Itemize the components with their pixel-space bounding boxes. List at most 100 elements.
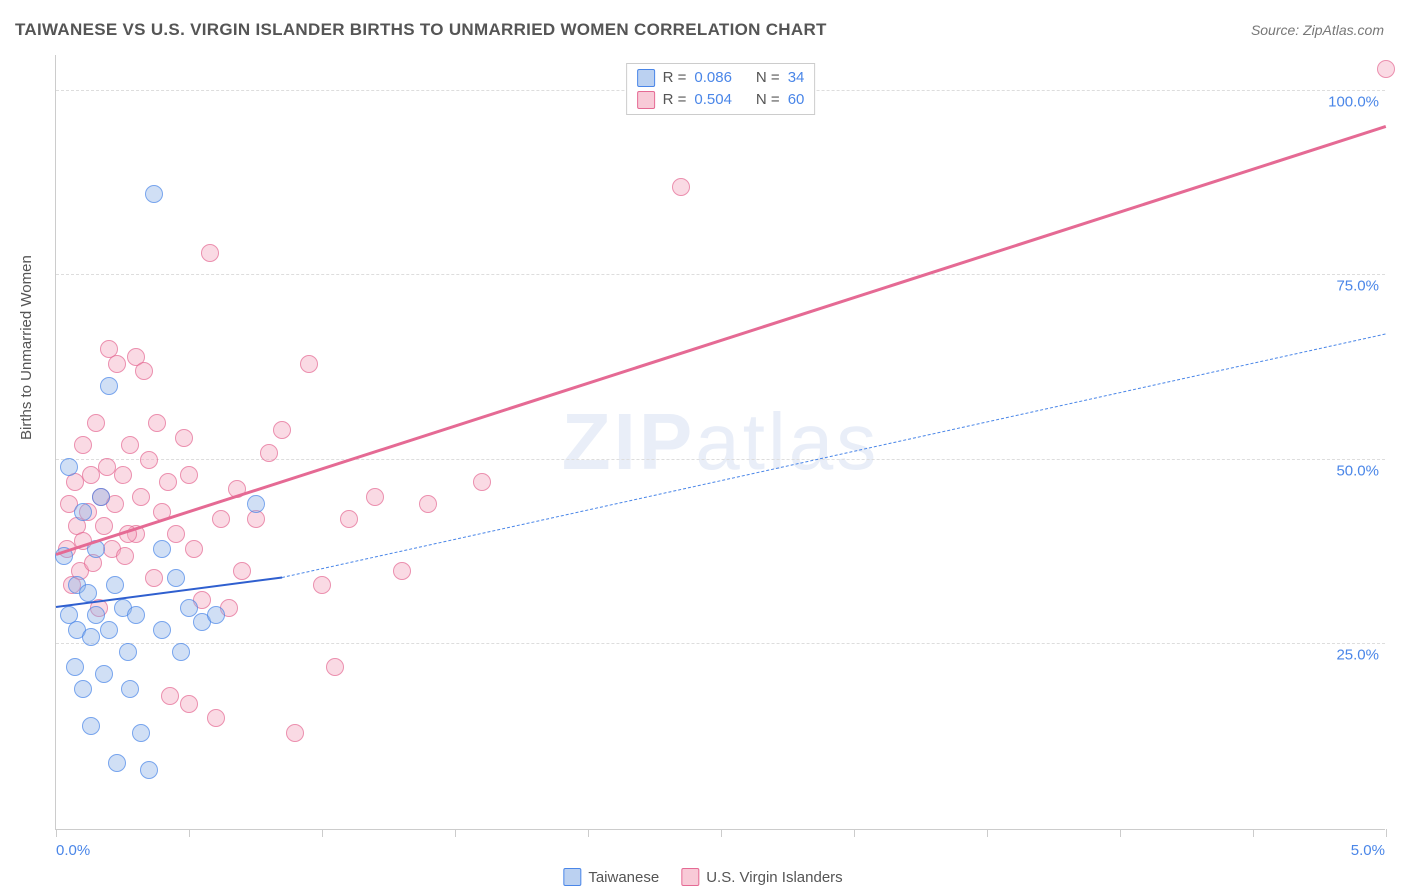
scatter-point xyxy=(66,658,84,676)
scatter-point xyxy=(108,754,126,772)
scatter-plot-area: ZIPatlas R = 0.086 N = 34 R = 0.504 N = … xyxy=(55,55,1385,830)
scatter-point xyxy=(148,414,166,432)
legend-label: Taiwanese xyxy=(588,869,659,886)
scatter-point xyxy=(201,244,219,262)
r-value-blue: 0.086 xyxy=(694,67,732,89)
trendline xyxy=(282,334,1386,579)
scatter-point xyxy=(340,510,358,528)
legend-item-usvi: U.S. Virgin Islanders xyxy=(681,868,842,886)
x-tick xyxy=(322,829,323,837)
scatter-point xyxy=(60,458,78,476)
scatter-point xyxy=(92,488,110,506)
gridline xyxy=(56,274,1385,275)
series-legend: Taiwanese U.S. Virgin Islanders xyxy=(563,868,842,886)
r-label: R = xyxy=(663,67,687,89)
scatter-point xyxy=(114,466,132,484)
swatch-blue-icon xyxy=(637,69,655,87)
scatter-point xyxy=(172,643,190,661)
scatter-point xyxy=(260,444,278,462)
y-axis-label: Births to Unmarried Women xyxy=(18,255,35,440)
y-tick-label: 100.0% xyxy=(1328,93,1379,110)
scatter-point xyxy=(87,606,105,624)
scatter-point xyxy=(95,665,113,683)
scatter-point xyxy=(153,621,171,639)
n-label: N = xyxy=(756,89,780,111)
x-tick xyxy=(987,829,988,837)
scatter-point xyxy=(135,362,153,380)
scatter-point xyxy=(175,429,193,447)
source-attribution: Source: ZipAtlas.com xyxy=(1251,22,1384,38)
y-tick-label: 75.0% xyxy=(1336,278,1379,295)
y-tick-label: 25.0% xyxy=(1336,647,1379,664)
scatter-point xyxy=(119,643,137,661)
n-value-blue: 34 xyxy=(788,67,805,89)
scatter-point xyxy=(185,540,203,558)
scatter-point xyxy=(273,421,291,439)
swatch-blue-icon xyxy=(563,868,581,886)
x-tick-label-max: 5.0% xyxy=(1351,842,1385,859)
x-tick xyxy=(189,829,190,837)
scatter-point xyxy=(145,185,163,203)
swatch-pink-icon xyxy=(637,91,655,109)
legend-row-pink: R = 0.504 N = 60 xyxy=(637,89,805,111)
scatter-point xyxy=(1377,60,1395,78)
gridline xyxy=(56,459,1385,460)
scatter-point xyxy=(233,562,251,580)
n-value-pink: 60 xyxy=(788,89,805,111)
scatter-point xyxy=(326,658,344,676)
scatter-point xyxy=(132,488,150,506)
n-label: N = xyxy=(756,67,780,89)
scatter-point xyxy=(82,628,100,646)
scatter-point xyxy=(95,517,113,535)
scatter-point xyxy=(393,562,411,580)
scatter-point xyxy=(132,724,150,742)
scatter-point xyxy=(159,473,177,491)
scatter-point xyxy=(145,569,163,587)
scatter-point xyxy=(100,621,118,639)
watermark-text: ZIPatlas xyxy=(562,396,879,488)
scatter-point xyxy=(140,761,158,779)
scatter-point xyxy=(207,709,225,727)
scatter-point xyxy=(116,547,134,565)
legend-item-taiwanese: Taiwanese xyxy=(563,868,659,886)
chart-title: TAIWANESE VS U.S. VIRGIN ISLANDER BIRTHS… xyxy=(15,20,827,40)
gridline xyxy=(56,643,1385,644)
scatter-point xyxy=(82,717,100,735)
scatter-point xyxy=(672,178,690,196)
x-tick xyxy=(721,829,722,837)
x-tick xyxy=(588,829,589,837)
scatter-point xyxy=(74,436,92,454)
scatter-point xyxy=(212,510,230,528)
x-tick xyxy=(455,829,456,837)
scatter-point xyxy=(74,503,92,521)
swatch-pink-icon xyxy=(681,868,699,886)
scatter-point xyxy=(140,451,158,469)
scatter-point xyxy=(153,540,171,558)
r-label: R = xyxy=(663,89,687,111)
scatter-point xyxy=(121,436,139,454)
scatter-point xyxy=(74,680,92,698)
x-tick xyxy=(854,829,855,837)
scatter-point xyxy=(300,355,318,373)
scatter-point xyxy=(79,584,97,602)
scatter-point xyxy=(121,680,139,698)
x-tick xyxy=(56,829,57,837)
x-tick xyxy=(1120,829,1121,837)
scatter-point xyxy=(127,606,145,624)
scatter-point xyxy=(366,488,384,506)
scatter-point xyxy=(313,576,331,594)
scatter-point xyxy=(100,377,118,395)
scatter-point xyxy=(247,495,265,513)
trendline xyxy=(56,125,1387,556)
y-tick-label: 50.0% xyxy=(1336,462,1379,479)
scatter-point xyxy=(106,576,124,594)
scatter-point xyxy=(419,495,437,513)
scatter-point xyxy=(161,687,179,705)
r-value-pink: 0.504 xyxy=(694,89,732,111)
x-tick xyxy=(1253,829,1254,837)
x-tick-label-min: 0.0% xyxy=(56,842,90,859)
scatter-point xyxy=(108,355,126,373)
scatter-point xyxy=(286,724,304,742)
scatter-point xyxy=(207,606,225,624)
scatter-point xyxy=(180,695,198,713)
